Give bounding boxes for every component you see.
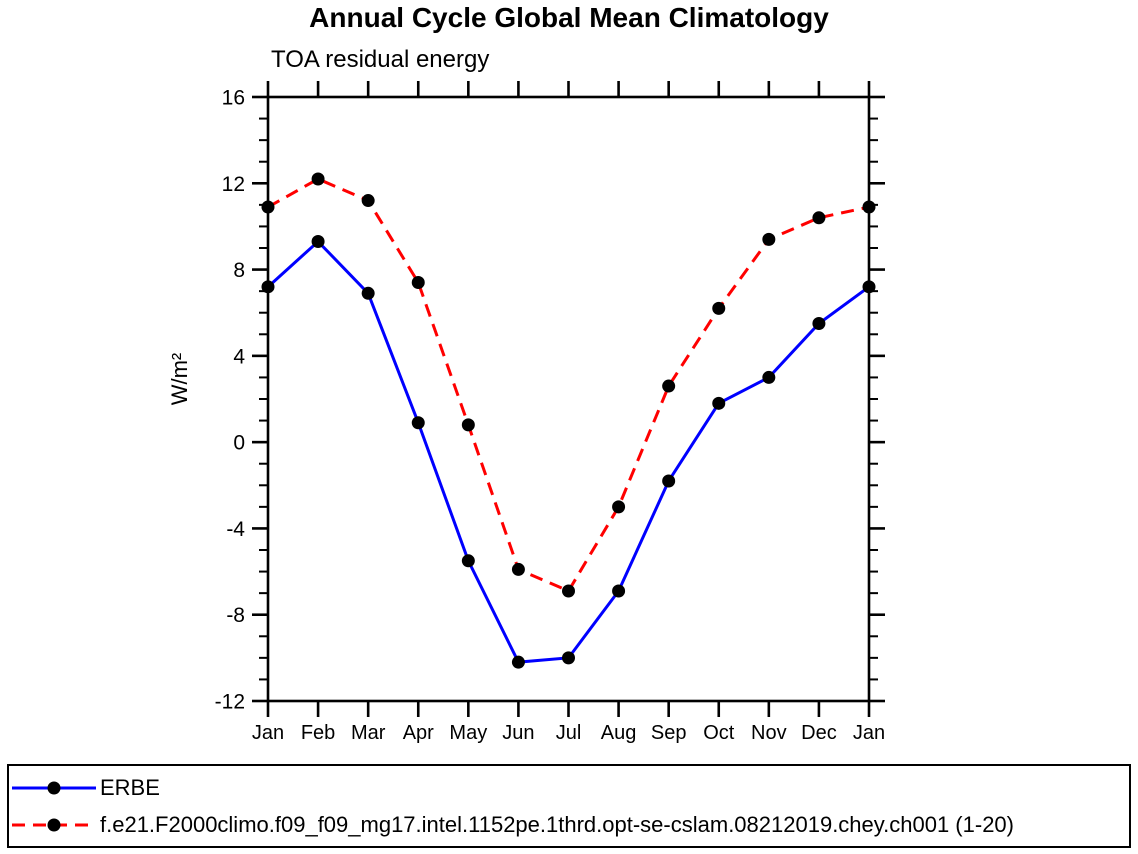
y-tick-label: 16: [222, 87, 245, 110]
x-tick-label: Jan: [853, 722, 885, 744]
legend-label: ERBE: [100, 774, 160, 800]
data-series: [261, 172, 876, 669]
data-point-marker: [511, 562, 525, 576]
data-point-marker: [261, 280, 275, 294]
data-point-marker: [411, 416, 425, 430]
legend: ERBE f.e21.F2000climo.f09_f09_mg17.intel.…: [7, 764, 1131, 848]
data-point-marker: [411, 276, 425, 290]
x-tick-label: Jun: [502, 722, 534, 744]
data-point-marker: [311, 172, 325, 186]
data-point-marker: [311, 235, 325, 249]
legend-item-0: ERBE: [9, 769, 1129, 806]
data-point-marker: [712, 301, 726, 315]
data-point-marker: [511, 655, 525, 669]
y-axis-label: W/m²: [167, 353, 192, 406]
data-point-marker: [662, 379, 676, 393]
legend-line-sample: [12, 781, 96, 794]
axes: Jan Feb Mar Apr May Jun Jul Aug Sep Oct Nov Dec Jan-…: [215, 81, 885, 744]
chart-subtitle: TOA residual energy: [271, 46, 490, 73]
x-tick-label: Feb: [301, 722, 335, 744]
data-point-marker: [662, 474, 676, 488]
x-tick-label: Dec: [801, 722, 837, 744]
data-point-marker: [862, 200, 876, 214]
plot-frame: [266, 95, 871, 703]
data-point-marker: [712, 396, 726, 410]
legend-line-sample: [12, 818, 96, 831]
y-tick-label: -12: [215, 691, 245, 714]
x-tick-label: Aug: [601, 722, 637, 744]
data-point-marker: [361, 194, 375, 208]
y-tick-label: -4: [226, 518, 245, 541]
data-point-marker: [461, 418, 475, 432]
x-tick-label: Mar: [351, 722, 386, 744]
data-point-marker: [562, 584, 575, 598]
data-point-marker: [762, 232, 776, 246]
x-tick-label: May: [449, 722, 487, 744]
data-point-marker: [762, 370, 776, 384]
y-tick-label: 8: [233, 259, 245, 282]
x-tick-label: Nov: [751, 722, 787, 744]
legend-label: f.e21.F2000climo.f09_f09_mg17.intel.1152…: [100, 811, 1014, 837]
plot-area: Jan Feb Mar Apr May Jun Jul Aug Sep Oct Nov Dec Jan-…: [167, 81, 885, 744]
y-tick-label: -8: [226, 604, 245, 627]
x-tick-label: Jul: [556, 722, 582, 744]
data-point-marker: [612, 500, 626, 514]
y-tick-label: 12: [222, 173, 245, 196]
x-tick-label: Apr: [403, 722, 434, 744]
data-point-marker: [461, 554, 475, 568]
x-tick-label: Jan: [252, 722, 284, 744]
data-point-marker: [261, 200, 275, 214]
data-point-marker: [562, 651, 575, 665]
data-point-marker: [812, 317, 826, 330]
series-line-0: [266, 239, 870, 664]
chart-title: Annual Cycle Global Mean Climatology: [309, 2, 829, 33]
data-point-marker: [612, 584, 626, 598]
x-tick-label: Oct: [703, 722, 735, 744]
y-tick-label: 4: [233, 345, 245, 368]
legend-marker-dot: [47, 818, 61, 831]
y-tick-label: 0: [233, 432, 245, 455]
x-tick-label: Sep: [651, 722, 687, 744]
legend-marker-dot: [47, 781, 61, 794]
legend-item-1: f.e21.F2000climo.f09_f09_mg17.intel.1152…: [9, 806, 1129, 843]
data-point-marker: [812, 211, 826, 225]
series-line-1: [267, 177, 870, 593]
data-point-marker: [862, 280, 876, 294]
data-point-marker: [361, 286, 375, 300]
